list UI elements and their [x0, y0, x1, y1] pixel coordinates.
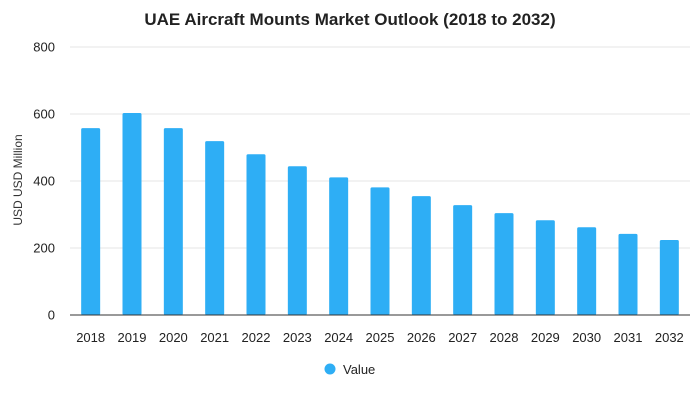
bar-2030[interactable] — [577, 227, 597, 315]
x-tick-label-2027: 2027 — [448, 330, 477, 345]
x-tick-label-2026: 2026 — [407, 330, 436, 345]
bar-2032[interactable] — [659, 239, 679, 315]
y-axis-label: USD USD Million — [11, 134, 25, 225]
bar-2025[interactable] — [370, 187, 390, 315]
legend[interactable]: Value — [324, 362, 376, 377]
bar-2028[interactable] — [494, 213, 514, 315]
y-axis-ticks: 0 200 400 600 800 — [33, 40, 55, 323]
x-tick-label-2019: 2019 — [118, 330, 147, 345]
x-axis-ticks: 2018 2019 2020 2021 2022 2023 2024 2025 2026 2027… — [76, 330, 684, 345]
x-tick-label-2023: 2023 — [283, 330, 312, 345]
x-tick-label-2024: 2024 — [324, 330, 353, 345]
y-tick-label-600: 600 — [33, 107, 55, 122]
y-tick-label-200: 200 — [33, 241, 55, 256]
x-tick-label-2021: 2021 — [200, 330, 229, 345]
bar-2022[interactable] — [246, 154, 266, 315]
x-tick-label-2032: 2032 — [655, 330, 684, 345]
bar-2029[interactable] — [535, 220, 555, 315]
bar-2020[interactable] — [163, 128, 183, 315]
x-tick-label-2018: 2018 — [76, 330, 105, 345]
bar-2031[interactable] — [618, 233, 638, 315]
y-tick-label-400: 400 — [33, 174, 55, 189]
bar-2026[interactable] — [411, 196, 431, 315]
x-tick-label-2029: 2029 — [531, 330, 560, 345]
x-tick-label-2028: 2028 — [490, 330, 519, 345]
chart-title: UAE Aircraft Mounts Market Outlook (2018… — [144, 10, 555, 29]
x-tick-label-2030: 2030 — [572, 330, 601, 345]
legend-label-value: Value — [343, 362, 375, 377]
x-tick-label-2031: 2031 — [614, 330, 643, 345]
bar-2024[interactable] — [329, 177, 349, 315]
x-tick-label-2020: 2020 — [159, 330, 188, 345]
legend-swatch-value — [324, 363, 336, 375]
x-tick-label-2025: 2025 — [366, 330, 395, 345]
bar-2021[interactable] — [205, 141, 225, 315]
bar-2023[interactable] — [287, 166, 307, 315]
bar-2019[interactable] — [122, 112, 142, 316]
bar-2027[interactable] — [453, 205, 473, 315]
bars — [81, 112, 679, 316]
y-tick-label-0: 0 — [48, 308, 55, 323]
bar-2018[interactable] — [81, 128, 101, 315]
x-tick-label-2022: 2022 — [242, 330, 271, 345]
y-tick-label-800: 800 — [33, 40, 55, 55]
